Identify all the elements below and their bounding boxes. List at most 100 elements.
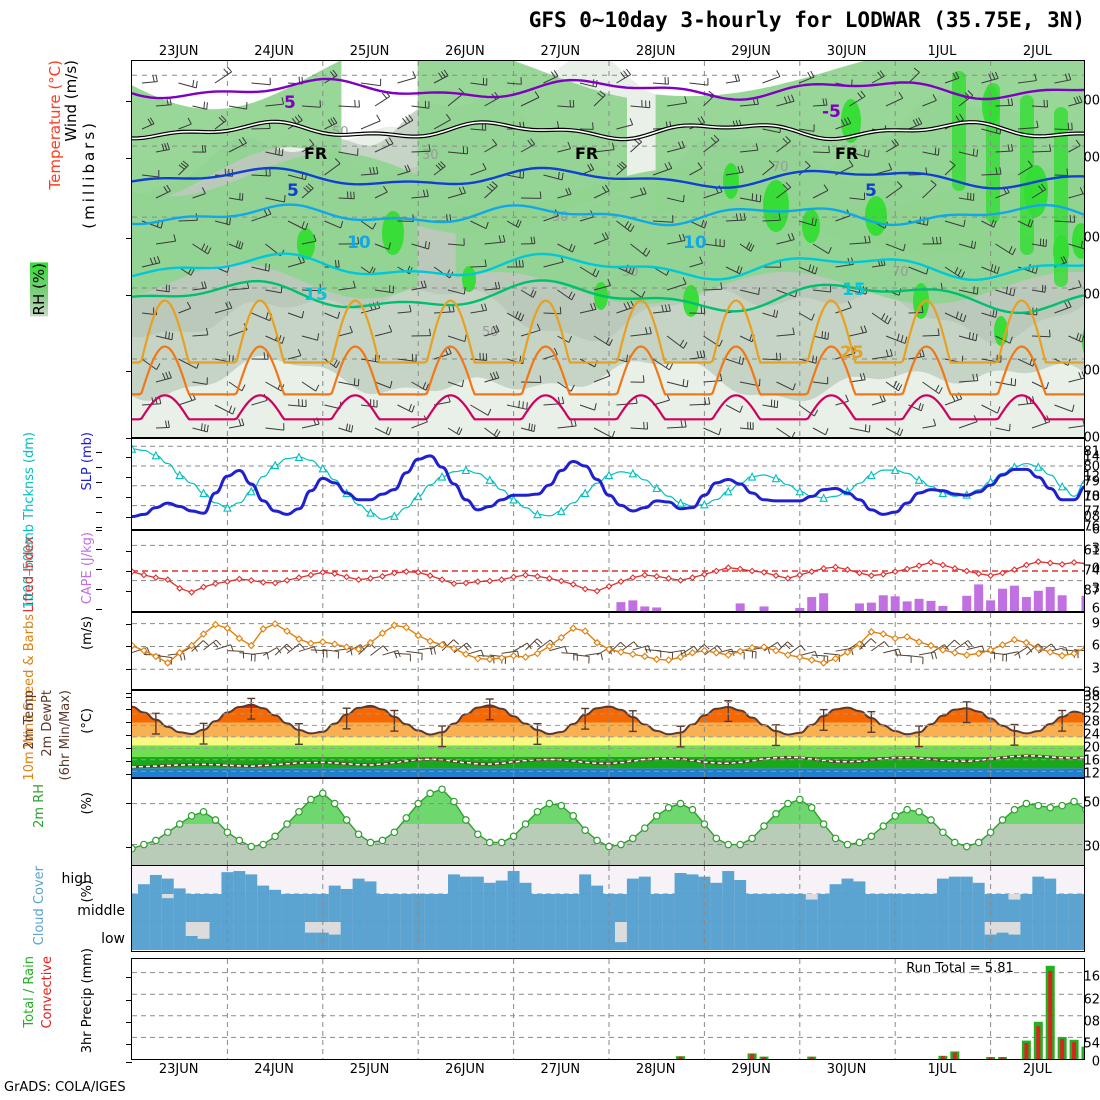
data-point: [235, 575, 243, 583]
cloud-bar: [662, 922, 675, 950]
wind-barb: [725, 404, 743, 413]
wind-barb: [798, 70, 815, 84]
minmax-errorbar: [867, 710, 876, 733]
cloud-bar: [436, 894, 449, 922]
wind-barb: [1031, 183, 1047, 199]
temperature-dewpoint-panel[interactable]: [131, 690, 1085, 778]
cloud-bar: [543, 894, 556, 922]
minmax-errorbar: [628, 710, 637, 733]
data-point: [474, 578, 482, 586]
data-point: [1022, 799, 1031, 808]
cloud-bar: [972, 882, 985, 894]
wind-barb: [812, 376, 829, 385]
wind-barb: [141, 358, 161, 370]
wind-barb: [944, 160, 956, 176]
data-point: [867, 628, 876, 636]
data-point: [1034, 558, 1042, 566]
wind-barb: [537, 639, 556, 651]
cloud-bar: [412, 922, 425, 950]
data-point: [689, 574, 696, 582]
wind-barb: [812, 285, 832, 293]
cloud-bar: [734, 894, 747, 922]
minmax-errorbar: [724, 700, 733, 723]
wind-barb: [798, 312, 815, 321]
minmax-errorbar: [438, 725, 447, 748]
date-tick-bottom: 29JUN: [731, 1062, 771, 1077]
data-point: [224, 578, 231, 586]
data-point: [283, 820, 291, 828]
cloud-bar: [567, 894, 580, 922]
cloud-bar: [221, 872, 234, 894]
wind-barb: [812, 331, 830, 340]
axis-tick-mark: [96, 549, 102, 550]
date-tick-bottom: 1JUL: [927, 1062, 957, 1077]
data-point: [605, 645, 613, 653]
wind-barb: [374, 325, 393, 337]
precip-panel[interactable]: [131, 958, 1085, 1060]
cloud-bar: [555, 922, 568, 950]
wind-barb: [1054, 214, 1076, 223]
cloud-bar: [793, 922, 806, 950]
wind-barb: [338, 280, 356, 291]
cloud-bar: [257, 885, 270, 894]
wind-barb: [203, 639, 222, 651]
cape-bar: [854, 603, 864, 611]
cloud-bar: [519, 922, 532, 950]
label-millibars: (millibars): [80, 120, 98, 229]
data-point: [426, 789, 434, 798]
cloud-bar: [233, 922, 246, 950]
wind-barb: [178, 117, 192, 130]
wind-barb: [849, 424, 871, 433]
wind-barb: [338, 236, 360, 245]
axis-tick-mark: [96, 452, 102, 453]
cloud-bar: [567, 922, 580, 950]
wind-barb: [1054, 122, 1073, 131]
data-point: [819, 820, 828, 828]
minmax-errorbar: [294, 722, 303, 746]
wind-barb: [776, 381, 796, 391]
cape-bar: [759, 606, 769, 611]
data-point: [1057, 481, 1067, 491]
cloud-bar: [352, 894, 365, 922]
data-point: [390, 828, 399, 837]
wind-barb: [739, 241, 755, 252]
wind-barb: [835, 301, 852, 314]
cloud-bar: [292, 922, 305, 950]
cloud-bar: [674, 922, 687, 950]
wind-barb: [214, 115, 227, 130]
data-point: [354, 645, 363, 653]
cape-bar: [902, 601, 912, 611]
data-point: [772, 646, 780, 655]
slp-thickness-panel[interactable]: [131, 438, 1085, 530]
cape-bar: [795, 607, 805, 611]
wind-barb: [411, 381, 430, 391]
wind-barb: [394, 652, 411, 662]
wind-barb: [265, 147, 284, 157]
wind-barb: [944, 71, 960, 84]
wind-barb: [995, 378, 1017, 387]
cloud-bar: [984, 894, 997, 922]
cloud-bar: [877, 894, 890, 922]
data-point: [557, 577, 565, 585]
precip-convective-bar: [1000, 1057, 1005, 1059]
data-point: [485, 655, 494, 664]
data-point: [593, 587, 601, 595]
data-point: [700, 646, 709, 655]
wind-barb: [549, 645, 568, 654]
cape-lifted-index-panel[interactable]: [131, 530, 1085, 612]
rh-panel[interactable]: [131, 778, 1085, 866]
wind-barb: [1002, 651, 1021, 659]
wind-barb: [447, 146, 468, 155]
data-point: [653, 572, 661, 580]
axis-tick-label: 87: [1083, 583, 1100, 599]
wind-barb: [995, 423, 1011, 432]
cloud-bar: [686, 874, 699, 894]
wind-speed-panel[interactable]: [131, 612, 1085, 690]
label-rh: RH (%): [30, 262, 48, 317]
wind-barb: [630, 421, 649, 430]
wind-barb: [506, 260, 524, 268]
cloud-cover-panel[interactable]: [131, 866, 1085, 952]
isotherm-contour: [132, 203, 1084, 227]
cloud-bar: [269, 889, 282, 894]
